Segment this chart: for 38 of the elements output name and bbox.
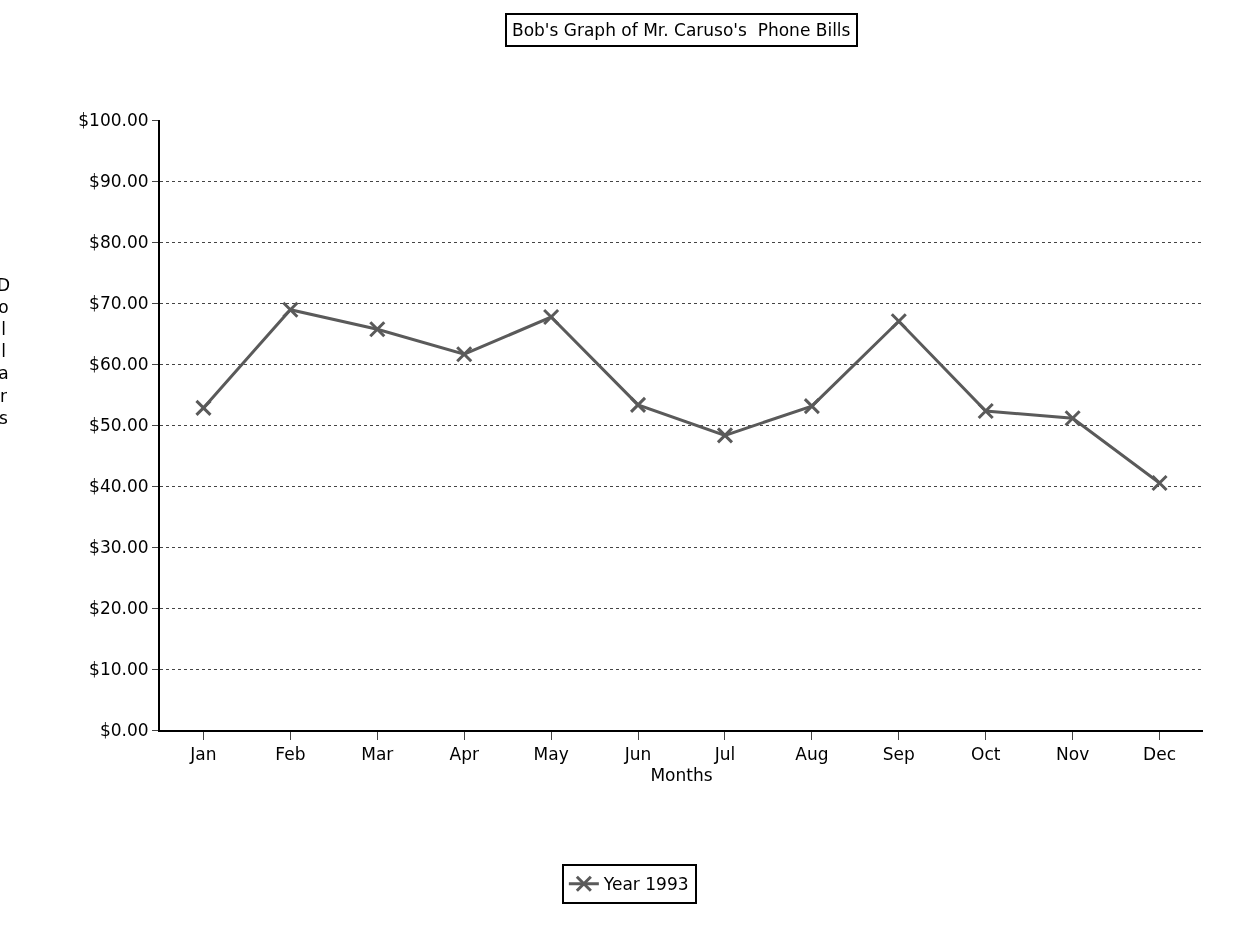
point bbox=[455, 345, 473, 363]
y-tick-label: $20.00 bbox=[89, 597, 149, 618]
chart-title: Bob's Graph of Mr. Caruso's Phone Bills bbox=[512, 20, 851, 40]
x-tick-label: Dec bbox=[1143, 744, 1176, 765]
y-tick-label: $90.00 bbox=[89, 170, 149, 191]
point bbox=[977, 402, 995, 420]
y-tick-label: $70.00 bbox=[89, 292, 149, 313]
y-tick-label: $40.00 bbox=[89, 475, 149, 496]
x-axis-title: Months bbox=[650, 765, 713, 786]
point bbox=[1151, 474, 1169, 492]
point bbox=[281, 301, 299, 319]
x-tick-label: Apr bbox=[449, 744, 479, 765]
y-tick-label: $60.00 bbox=[89, 353, 149, 374]
y-tick-label: $10.00 bbox=[89, 658, 149, 679]
x-tick-label: Aug bbox=[795, 744, 829, 765]
x-tick-label: May bbox=[533, 744, 569, 765]
x-tick-label: Jun bbox=[623, 744, 652, 765]
y-tick-label: $100.00 bbox=[78, 109, 149, 130]
x-tick-label: Oct bbox=[971, 744, 1001, 765]
x-tick-label: Jul bbox=[713, 744, 736, 765]
point bbox=[542, 308, 560, 326]
point bbox=[629, 396, 647, 414]
point bbox=[890, 312, 908, 330]
point bbox=[368, 320, 386, 338]
legend-label: Year 1993 bbox=[602, 874, 689, 895]
point bbox=[1064, 409, 1082, 427]
y-tick-label: $50.00 bbox=[89, 414, 149, 435]
point bbox=[194, 399, 212, 417]
x-tick-label: Nov bbox=[1056, 744, 1090, 765]
x-tick-label: Jan bbox=[189, 744, 217, 765]
point bbox=[716, 426, 734, 444]
x-tick-label: Sep bbox=[882, 744, 915, 765]
x-tick-label: Mar bbox=[361, 744, 394, 765]
y-tick-label: $80.00 bbox=[89, 231, 149, 252]
y-tick-label: $30.00 bbox=[89, 536, 149, 557]
x-tick-label: Feb bbox=[275, 744, 306, 765]
point bbox=[803, 397, 821, 415]
y-tick-label: $0.00 bbox=[99, 719, 149, 740]
